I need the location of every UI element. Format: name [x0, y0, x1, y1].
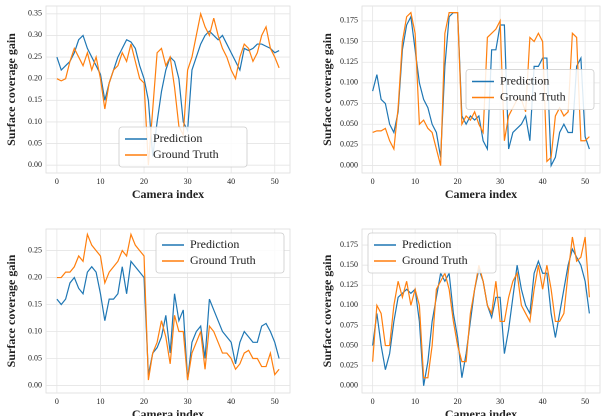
x-tick-label: 30 [496, 177, 504, 186]
legend: Prediction Ground Truth [367, 232, 497, 274]
x-tick-label: 0 [371, 177, 375, 186]
subplot: 0.000 0.025 0.050 0.075 0.100 0.125 0.150 0.175… [320, 5, 601, 201]
y-tick-label: 0.000 [340, 381, 358, 390]
y-axis-label: Surface coverage gain [320, 33, 334, 146]
x-tick-label: 50 [581, 397, 589, 406]
series-line [56, 232, 280, 381]
x-tick-label: 0 [55, 397, 59, 406]
x-tick-label: 10 [96, 177, 104, 186]
legend: Prediction Ground Truth [118, 126, 248, 168]
legend-label: Prediction [190, 237, 239, 251]
x-tick-label: 50 [271, 397, 279, 406]
y-tick-label: 0.05 [28, 353, 42, 362]
y-tick-label: 0.05 [28, 138, 42, 147]
x-tick-label: 20 [454, 177, 462, 186]
series-line [56, 30, 280, 157]
legend-label: Ground Truth [153, 147, 219, 161]
series-line [56, 11, 280, 166]
y-tick-label: 0.025 [340, 140, 358, 149]
y-tick-label: 0.100 [340, 300, 358, 309]
legend-box [155, 232, 285, 274]
y-tick-label: 0.25 [28, 52, 42, 61]
legend: Prediction Ground Truth [465, 69, 595, 110]
legend-box [465, 69, 595, 110]
subplot: 0.00 0.05 0.10 0.15 0.20 0.25 0 10 20 30 40 50 Camer… [4, 228, 291, 416]
x-tick-label: 40 [227, 177, 235, 186]
x-tick-label: 10 [96, 397, 104, 406]
subplot: 0.000 0.025 0.050 0.075 0.100 0.125 0.150 0.175… [320, 228, 601, 416]
y-tick-label: 0.15 [28, 299, 42, 308]
x-tick-label: 40 [227, 397, 235, 406]
subplot: 0.00 0.05 0.10 0.15 0.20 0.25 0.30 0.35 0 10 20 30 4… [4, 5, 291, 201]
y-tick-label: 0.30 [28, 30, 42, 39]
x-tick-label: 40 [539, 397, 547, 406]
x-tick-label: 30 [184, 397, 192, 406]
y-tick-label: 0.100 [340, 78, 358, 87]
y-tick-label: 0.00 [28, 160, 42, 169]
x-axis-label: Camera index [132, 407, 204, 416]
x-tick-label: 10 [411, 177, 419, 186]
y-axis-label: Surface coverage gain [4, 254, 18, 367]
legend-box [367, 232, 497, 274]
legend: Prediction Ground Truth [155, 232, 285, 274]
x-tick-label: 0 [55, 177, 59, 186]
y-tick-label: 0.175 [340, 240, 358, 249]
x-tick-label: 20 [140, 177, 148, 186]
x-tick-label: 10 [411, 397, 419, 406]
legend-box [118, 126, 248, 168]
x-tick-label: 20 [140, 397, 148, 406]
y-tick-label: 0.175 [340, 16, 358, 25]
x-axis-label: Camera index [132, 187, 204, 201]
x-tick-label: 20 [454, 397, 462, 406]
legend-label: Ground Truth [500, 89, 566, 103]
y-tick-label: 0.075 [340, 98, 358, 107]
y-tick-label: 0.150 [340, 36, 358, 45]
x-tick-label: 30 [184, 177, 192, 186]
y-tick-label: 0.20 [28, 272, 42, 281]
y-axis-label: Surface coverage gain [320, 254, 334, 367]
y-tick-label: 0.15 [28, 95, 42, 104]
x-tick-label: 0 [371, 397, 375, 406]
y-tick-label: 0.35 [28, 9, 42, 18]
legend-label: Prediction [402, 237, 451, 251]
x-tick-label: 40 [539, 177, 547, 186]
y-tick-label: 0.25 [28, 245, 42, 254]
legend-label: Prediction [500, 73, 549, 87]
y-tick-label: 0.075 [340, 320, 358, 329]
y-tick-label: 0.125 [340, 57, 358, 66]
x-tick-label: 50 [581, 177, 589, 186]
series-line [372, 11, 590, 166]
x-tick-label: 30 [496, 397, 504, 406]
y-tick-label: 0.050 [340, 119, 358, 128]
y-tick-label: 0.00 [28, 380, 42, 389]
y-tick-label: 0.10 [28, 117, 42, 126]
y-axis-label: Surface coverage gain [4, 33, 18, 146]
y-tick-label: 0.025 [340, 360, 358, 369]
y-tick-label: 0.20 [28, 74, 42, 83]
x-axis-label: Camera index [445, 407, 517, 416]
y-tick-label: 0.10 [28, 326, 42, 335]
legend-label: Ground Truth [190, 253, 256, 267]
x-axis-label: Camera index [445, 187, 517, 201]
legend-label: Prediction [153, 131, 202, 145]
y-tick-label: 0.050 [340, 340, 358, 349]
series-line [56, 259, 280, 381]
x-tick-label: 50 [271, 177, 279, 186]
y-tick-label: 0.000 [340, 160, 358, 169]
y-tick-label: 0.150 [340, 260, 358, 269]
y-tick-label: 0.125 [340, 280, 358, 289]
legend-label: Ground Truth [402, 253, 468, 267]
